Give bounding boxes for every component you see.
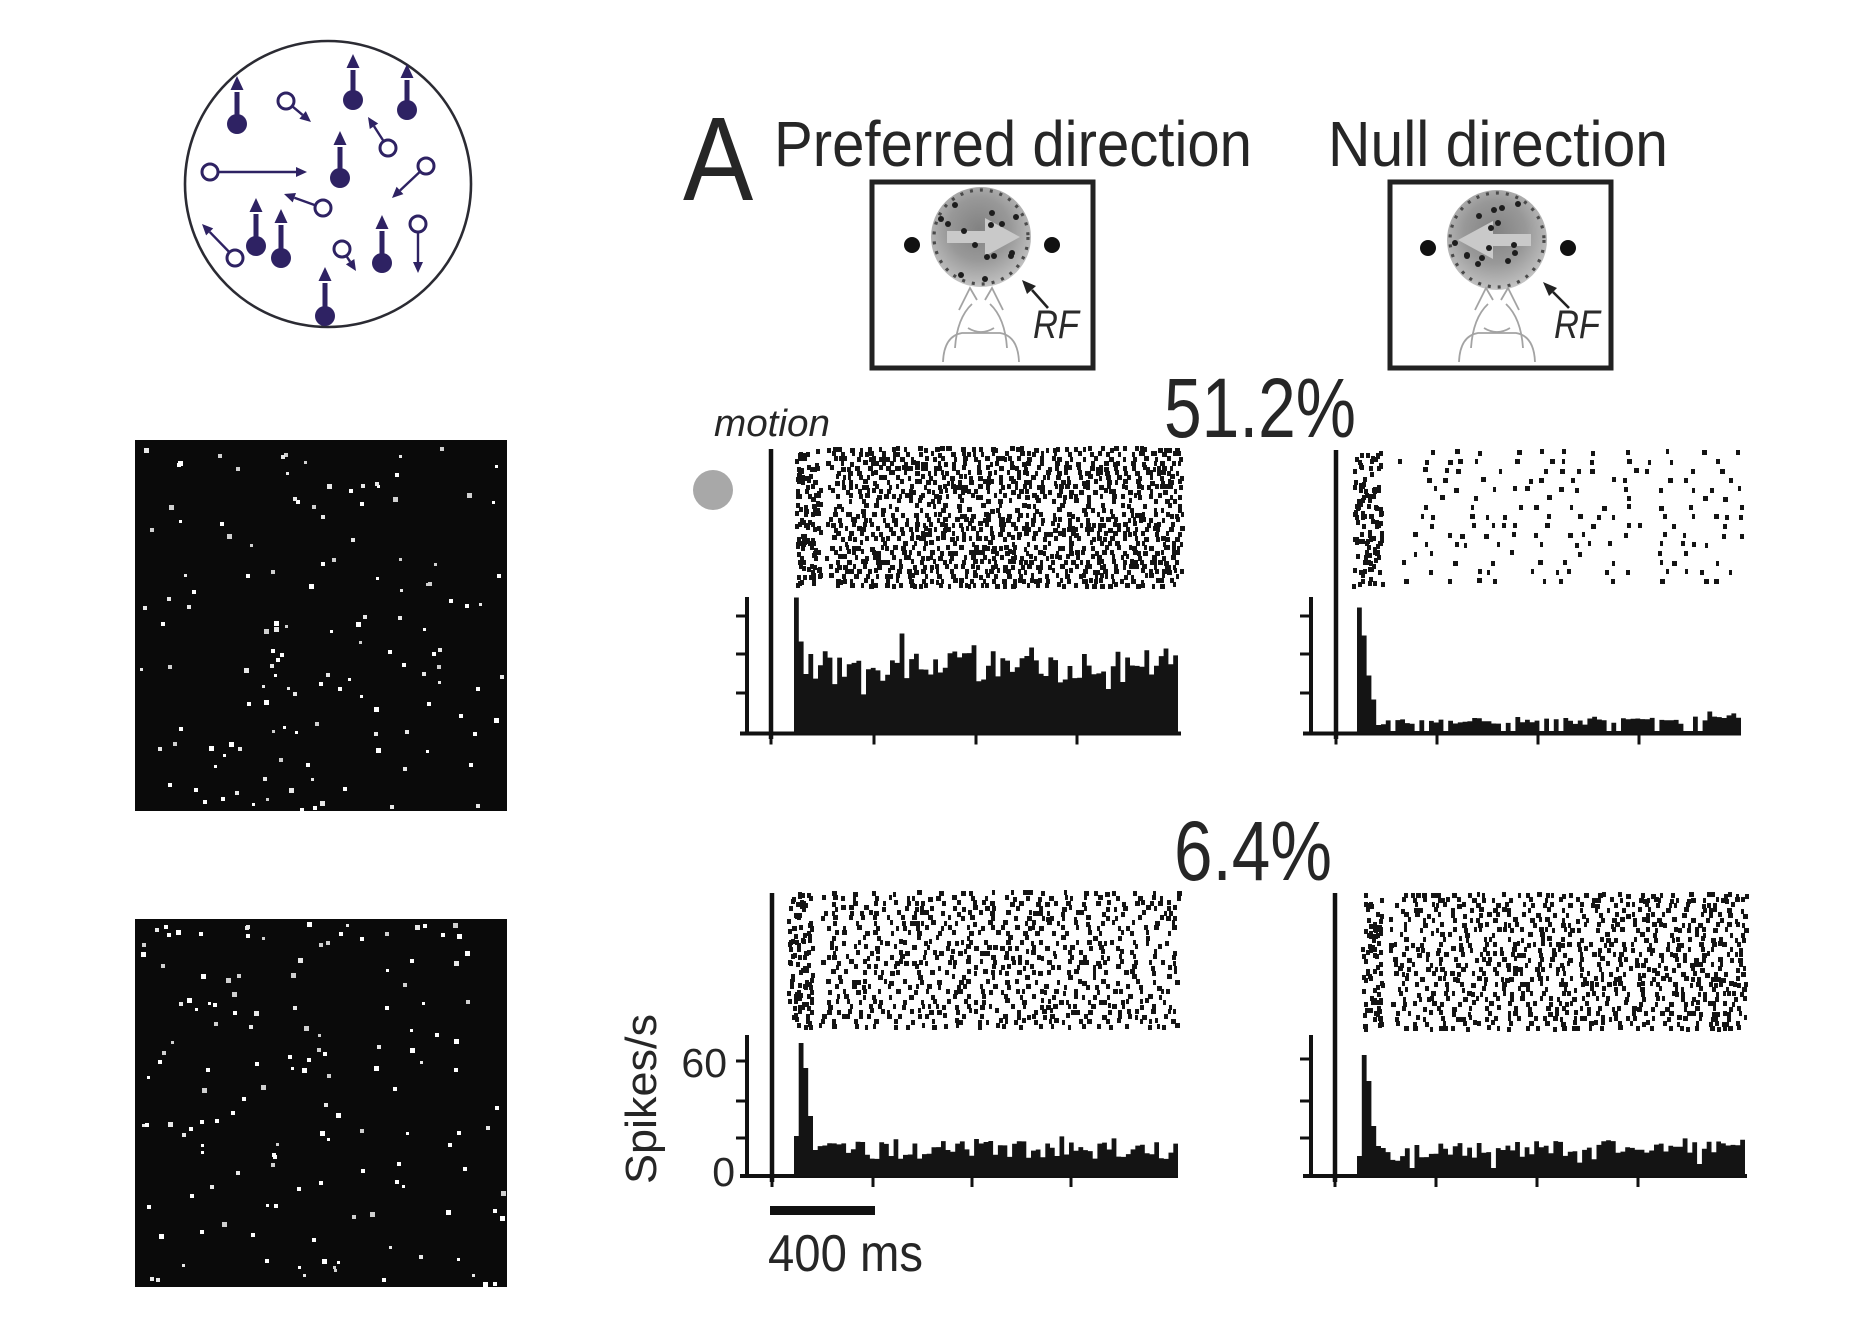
svg-text:51.2%: 51.2% xyxy=(1164,361,1356,455)
svg-text:motion: motion xyxy=(714,403,830,445)
svg-text:RF: RF xyxy=(1033,303,1081,347)
svg-text:Spikes/s: Spikes/s xyxy=(617,1014,666,1184)
svg-text:A: A xyxy=(683,92,753,225)
svg-text:6.4%: 6.4% xyxy=(1174,804,1332,898)
svg-text:Null direction: Null direction xyxy=(1328,108,1668,180)
svg-text:Preferred direction: Preferred direction xyxy=(774,108,1252,180)
svg-text:RF: RF xyxy=(1554,303,1602,347)
svg-text:60: 60 xyxy=(681,1040,727,1086)
svg-text:0: 0 xyxy=(712,1149,735,1195)
svg-text:400 ms: 400 ms xyxy=(768,1225,923,1283)
